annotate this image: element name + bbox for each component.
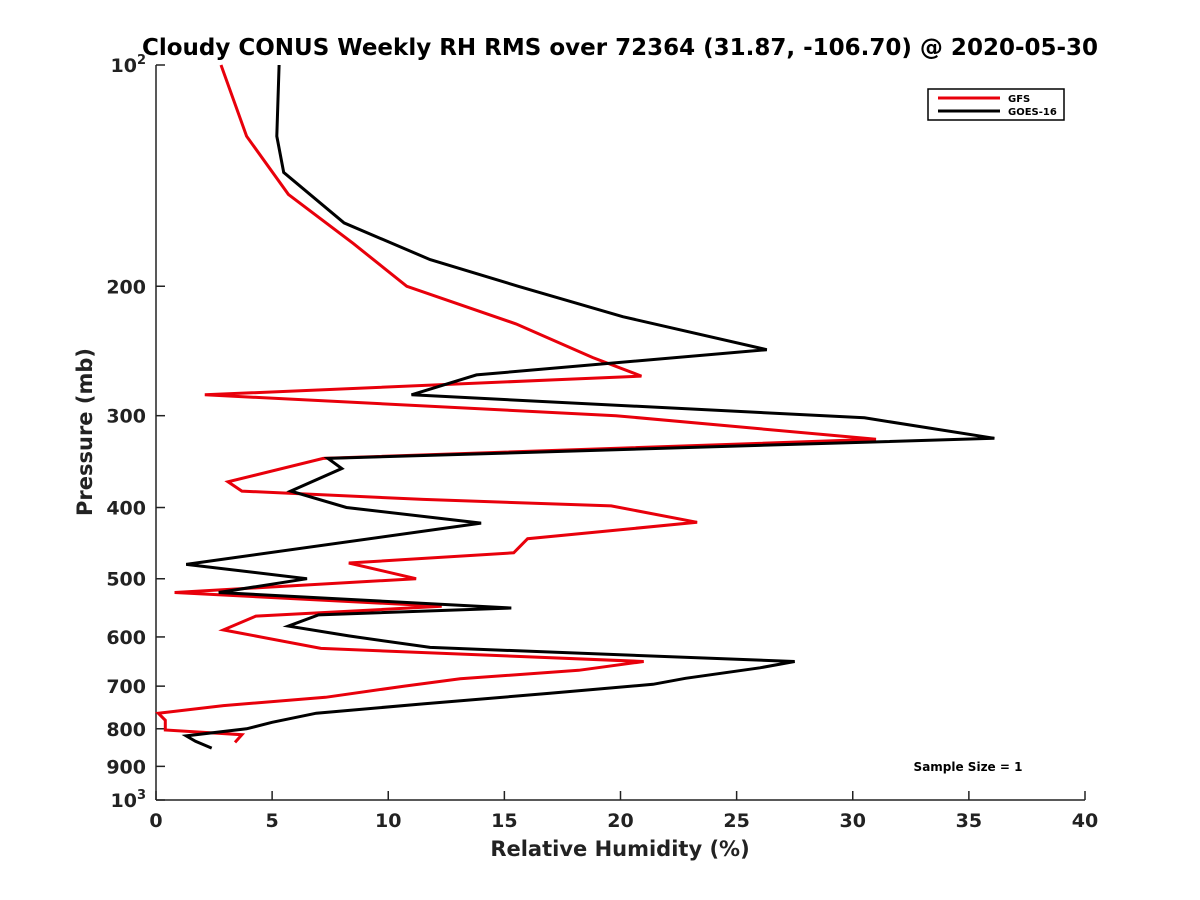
legend-label: GOES-16: [1008, 107, 1057, 118]
x-tick-label: 15: [491, 810, 517, 832]
legend-box: [927, 88, 1065, 121]
x-axis-label: Relative Humidity (%): [490, 837, 749, 861]
y-tick-label: 600: [106, 627, 146, 649]
y-tick-label: 500: [106, 569, 146, 591]
series-line-goes-16: [181, 64, 995, 750]
y-tick-label: 300: [106, 406, 146, 428]
series-layer: [155, 64, 995, 750]
y-axis-label: Pressure (mb): [73, 348, 97, 516]
y-tick-label: 700: [106, 676, 146, 698]
series-line-gfs: [155, 64, 877, 744]
x-tick-label: 30: [840, 810, 866, 832]
y-tick-label: 900: [106, 756, 146, 778]
chart-title: Cloudy CONUS Weekly RH RMS over 72364 (3…: [142, 35, 1098, 61]
x-tick-label: 40: [1072, 810, 1098, 832]
y-tick-label: 102: [111, 53, 147, 77]
x-tick-label: 10: [375, 810, 401, 832]
y-tick-label: 800: [106, 719, 146, 741]
x-tick-label: 0: [149, 810, 162, 832]
x-tick-label: 35: [956, 810, 982, 832]
x-tick-label: 25: [723, 810, 749, 832]
x-tick-label: 5: [266, 810, 279, 832]
legend: GFS GOES-16: [927, 88, 1065, 121]
x-tick-label: 20: [607, 810, 633, 832]
y-tick-label: 103: [111, 788, 147, 812]
y-tick-label: 200: [106, 276, 146, 298]
plot-area: 0 5 10 15 20 25 30 35 40 102 200 300 400 500 600 700 800…: [106, 53, 1098, 832]
sample-size-annotation: Sample Size = 1: [914, 760, 1023, 774]
y-tick-label: 400: [106, 498, 146, 520]
legend-label: GFS: [1008, 94, 1030, 105]
